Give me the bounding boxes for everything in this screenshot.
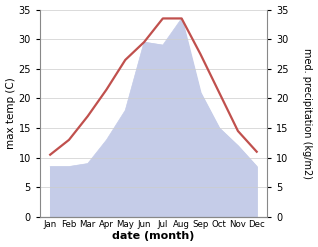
Y-axis label: med. precipitation (kg/m2): med. precipitation (kg/m2) bbox=[302, 48, 313, 179]
X-axis label: date (month): date (month) bbox=[112, 231, 195, 242]
Y-axis label: max temp (C): max temp (C) bbox=[5, 77, 16, 149]
